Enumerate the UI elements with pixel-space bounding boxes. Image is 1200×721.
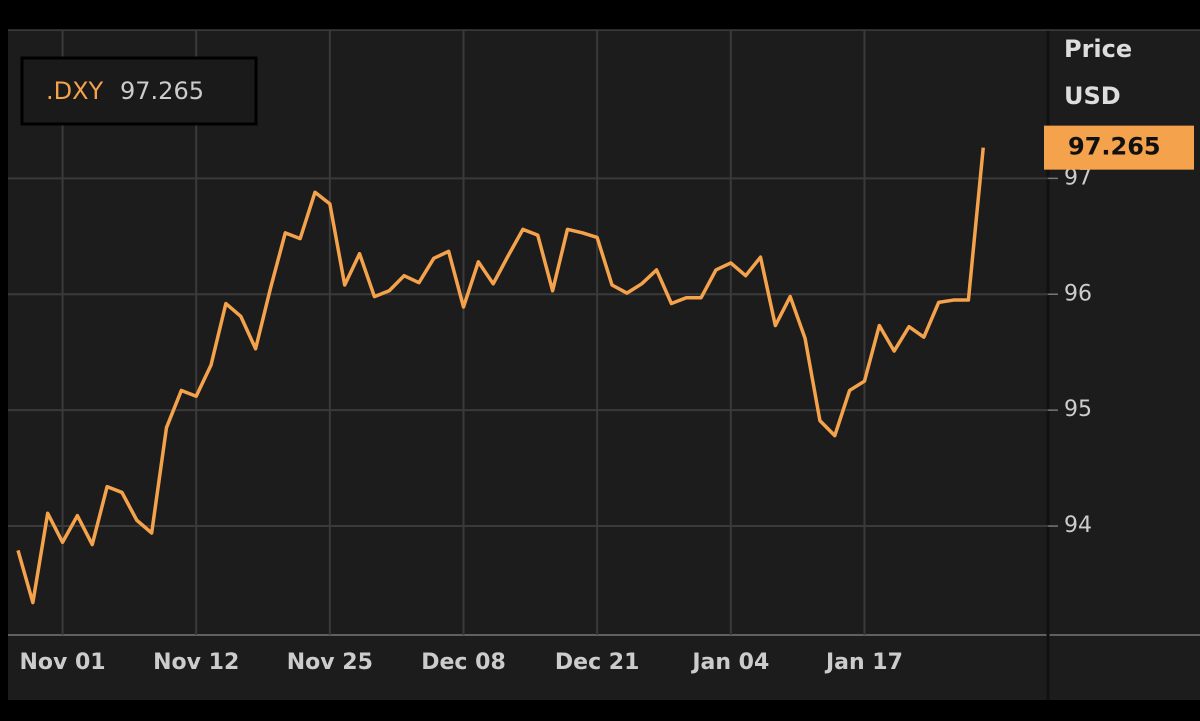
last-price-badge [1044, 125, 1194, 170]
x-tick-label: Jan 04 [690, 650, 769, 675]
legend-value: 97.265 [120, 77, 204, 105]
x-tick-label: Jan 17 [824, 650, 903, 675]
y-axis-unit: USD [1064, 82, 1121, 110]
x-tick-label: Dec 21 [555, 650, 640, 675]
last-price-label: 97.265 [1068, 133, 1161, 161]
y-tick-label: 94 [1064, 513, 1092, 538]
grid [8, 30, 1058, 635]
y-axis-title: Price [1064, 35, 1132, 63]
x-tick-label: Nov 01 [19, 650, 105, 675]
x-tick-label: Nov 12 [153, 650, 239, 675]
y-tick-label: 96 [1064, 281, 1092, 306]
legend-box [20, 56, 258, 126]
panel [8, 30, 1200, 700]
plot [16, 147, 985, 605]
price-line [16, 147, 985, 605]
legend-name: .DXY [46, 77, 104, 105]
x-tick-label: Dec 08 [421, 650, 506, 675]
y-tick-label: 95 [1064, 397, 1092, 422]
x-tick-label: Nov 25 [287, 650, 373, 675]
